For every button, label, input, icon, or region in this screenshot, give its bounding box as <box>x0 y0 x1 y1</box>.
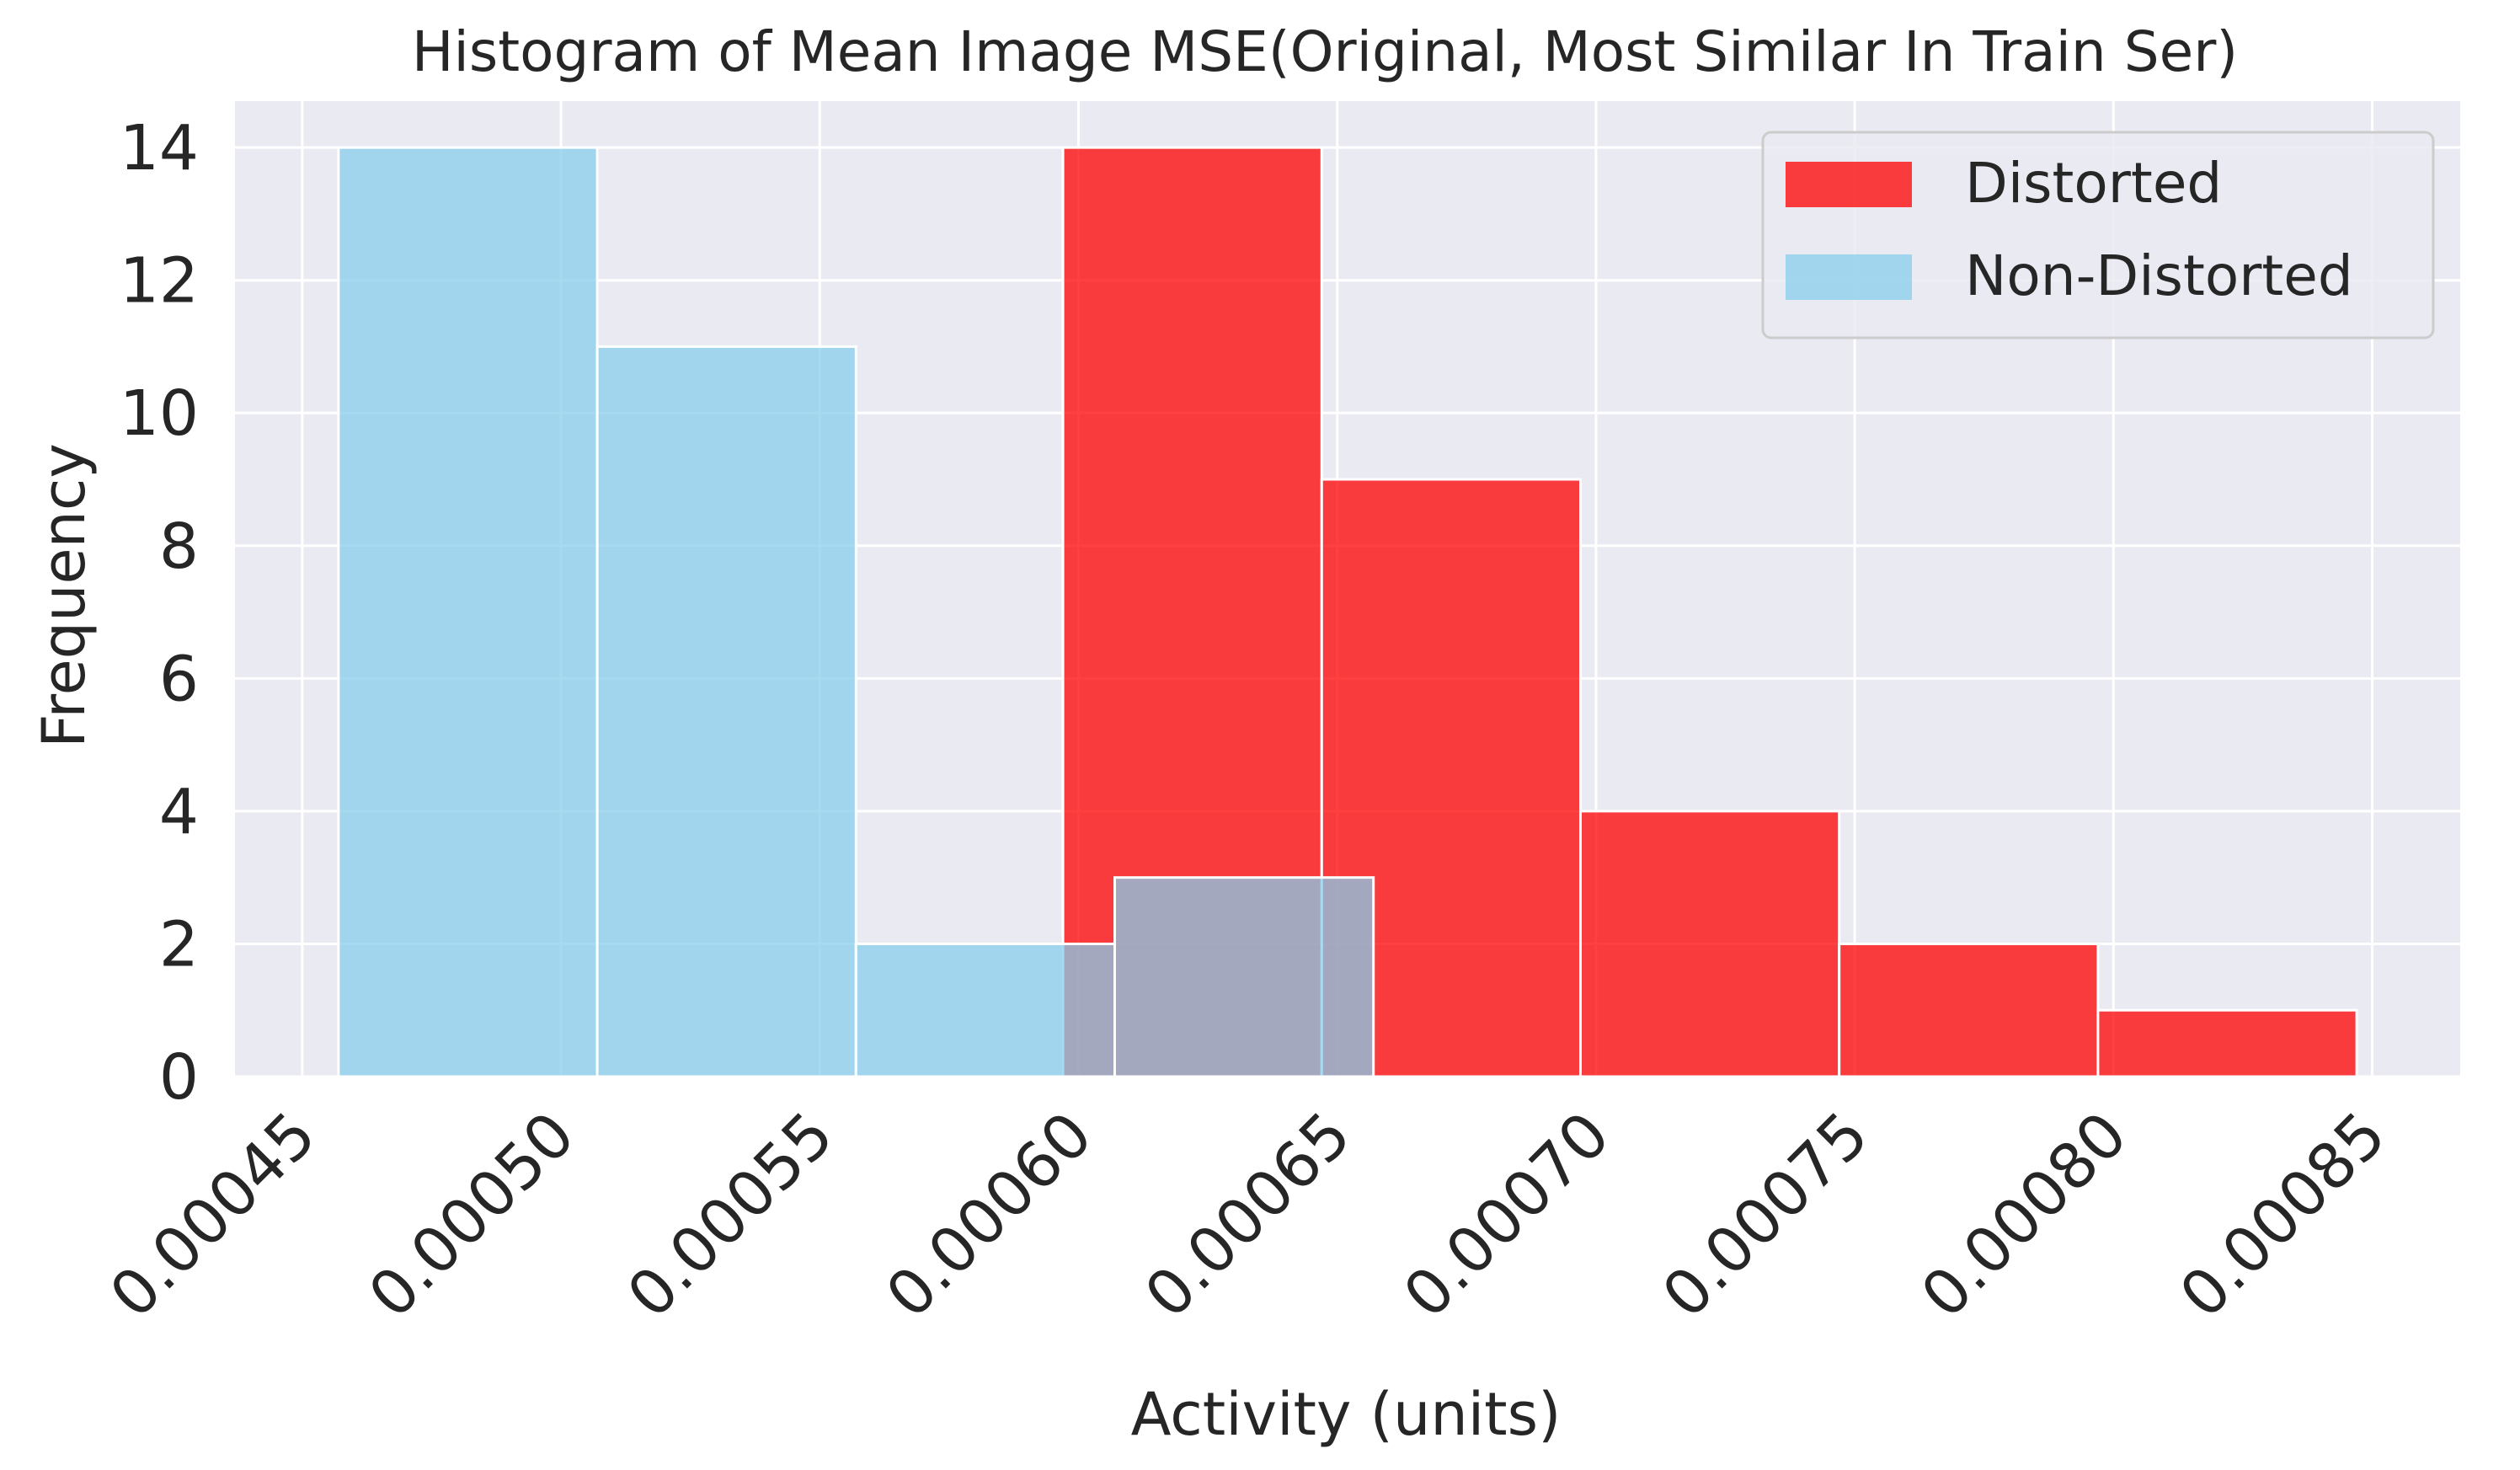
x-axis-label: Activity (units) <box>1131 1380 1562 1449</box>
legend-box <box>1761 131 2435 339</box>
y-tick-label: 12 <box>120 245 199 318</box>
legend: Distorted Non-Distorted <box>1761 131 2435 339</box>
histogram-bars <box>337 146 2358 1078</box>
y-tick-label: 10 <box>120 377 199 450</box>
y-tick-label: 8 <box>159 510 199 583</box>
y-tick-label: 4 <box>159 776 199 848</box>
legend-label-non-distorted: Non-Distorted <box>1965 243 2353 308</box>
bar-non-distorted <box>595 345 857 1078</box>
bar-distorted <box>2096 1008 2358 1078</box>
legend-swatch-distorted <box>1786 162 1912 207</box>
y-tick-label: 2 <box>159 908 199 981</box>
chart-title: Histogram of Mean Image MSE(Original, Mo… <box>412 19 2238 84</box>
y-tick-labels: 0 2 4 6 8 10 12 14 <box>120 112 199 1114</box>
legend-label-distorted: Distorted <box>1965 151 2222 216</box>
bar-non-distorted <box>854 942 1117 1078</box>
bar-non-distorted <box>337 146 599 1078</box>
legend-swatch-non-distorted <box>1786 254 1912 300</box>
y-tick-label: 6 <box>159 643 199 715</box>
y-axis-label: Frequency <box>29 443 99 748</box>
y-tick-label: 14 <box>120 112 199 184</box>
bar-non-distorted <box>1113 876 1375 1078</box>
y-tick-label: 0 <box>159 1041 199 1114</box>
bar-distorted <box>1578 810 1841 1078</box>
bar-distorted <box>1838 942 2100 1078</box>
